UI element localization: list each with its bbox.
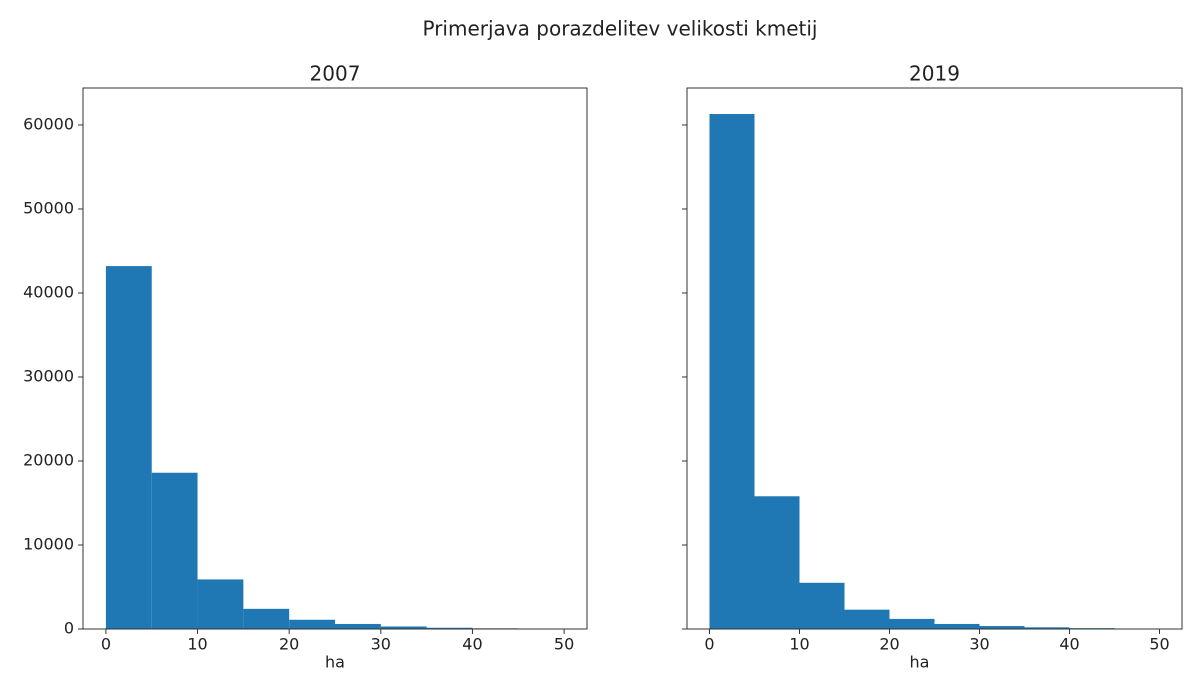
bar: [151, 472, 198, 629]
bar: [889, 618, 935, 629]
bar: [799, 582, 845, 629]
bar: [289, 619, 335, 629]
bar: [380, 626, 427, 629]
x-tick-label: 50: [1149, 635, 1169, 654]
x-tick-label: 0: [101, 635, 111, 654]
bar: [426, 627, 473, 629]
axes-frame: [686, 87, 1183, 630]
y-tick-label: 60000: [23, 114, 74, 133]
bar: [934, 623, 980, 629]
bar: [105, 266, 152, 629]
x-tick-label: 40: [462, 635, 482, 654]
bar: [844, 609, 890, 629]
y-tick-label: 10000: [23, 534, 74, 553]
bar: [197, 579, 244, 629]
bar: [243, 608, 290, 629]
x-tick-label: 10: [789, 635, 809, 654]
bar: [1024, 627, 1070, 629]
x-tick-label: 20: [279, 635, 299, 654]
bar: [979, 626, 1025, 629]
x-tick-label: 40: [1059, 635, 1079, 654]
x-tick-label: 10: [187, 635, 207, 654]
y-tick-label: 20000: [23, 450, 74, 469]
axes-title: 2019: [909, 62, 960, 86]
x-axis-label: ha: [325, 653, 345, 672]
y-tick-label: 50000: [23, 198, 74, 217]
bar: [709, 114, 755, 629]
bar: [335, 623, 381, 629]
x-axis-label: ha: [910, 653, 930, 672]
y-tick-label: 30000: [23, 366, 74, 385]
y-tick-label: 40000: [23, 282, 74, 301]
x-tick-label: 50: [554, 635, 574, 654]
x-tick-label: 30: [371, 635, 391, 654]
y-tick-label: 0: [64, 619, 74, 638]
axes-frame: [82, 87, 588, 630]
axes-title: 2007: [310, 62, 361, 86]
x-tick-label: 20: [879, 635, 899, 654]
x-tick-label: 30: [969, 635, 989, 654]
figure-title: Primerjava porazdelitev velikosti kmetij: [423, 17, 818, 41]
bar: [754, 496, 800, 629]
x-tick-label: 0: [704, 635, 714, 654]
